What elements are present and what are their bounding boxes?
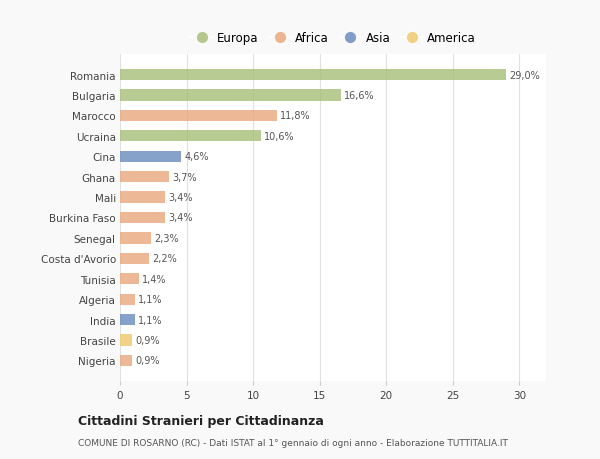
Bar	[120, 70, 506, 81]
Bar	[120, 172, 169, 183]
Text: 2,2%: 2,2%	[152, 254, 178, 264]
Bar	[120, 233, 151, 244]
Text: COMUNE DI ROSARNO (RC) - Dati ISTAT al 1° gennaio di ogni anno - Elaborazione TU: COMUNE DI ROSARNO (RC) - Dati ISTAT al 1…	[78, 438, 508, 447]
Text: 2,3%: 2,3%	[154, 233, 179, 243]
Bar	[120, 213, 165, 224]
Text: Cittadini Stranieri per Cittadinanza: Cittadini Stranieri per Cittadinanza	[78, 414, 324, 428]
Bar	[120, 294, 134, 305]
Text: 4,6%: 4,6%	[185, 152, 209, 162]
Bar	[120, 90, 341, 101]
Bar	[120, 253, 149, 264]
Text: 3,4%: 3,4%	[169, 213, 193, 223]
Legend: Europa, Africa, Asia, America: Europa, Africa, Asia, America	[187, 28, 479, 48]
Bar	[120, 274, 139, 285]
Bar	[120, 355, 132, 366]
Text: 3,4%: 3,4%	[169, 193, 193, 203]
Text: 1,1%: 1,1%	[138, 315, 163, 325]
Bar	[120, 111, 277, 122]
Text: 1,4%: 1,4%	[142, 274, 166, 284]
Bar	[120, 335, 132, 346]
Text: 10,6%: 10,6%	[265, 132, 295, 141]
Text: 16,6%: 16,6%	[344, 91, 375, 101]
Text: 29,0%: 29,0%	[509, 71, 540, 80]
Bar	[120, 314, 134, 325]
Text: 11,8%: 11,8%	[280, 111, 311, 121]
Text: 1,1%: 1,1%	[138, 295, 163, 304]
Text: 3,7%: 3,7%	[173, 172, 197, 182]
Text: 0,9%: 0,9%	[136, 356, 160, 365]
Bar	[120, 151, 181, 162]
Bar	[120, 131, 261, 142]
Text: 0,9%: 0,9%	[136, 335, 160, 345]
Bar	[120, 192, 165, 203]
